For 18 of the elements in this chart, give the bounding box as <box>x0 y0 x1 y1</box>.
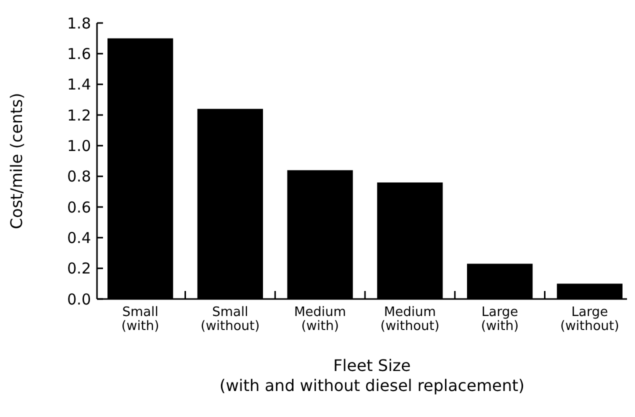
y-tick-label: 0.2 <box>67 260 91 278</box>
y-tick-label: 1.6 <box>67 44 91 63</box>
x-tick-label: Medium (with) <box>294 305 346 334</box>
y-tick-label: 1.2 <box>67 106 91 124</box>
y-tick-label: 1.0 <box>67 136 91 155</box>
y-tick-label: 0.8 <box>67 168 91 186</box>
y-tick-label: 0.0 <box>67 290 91 308</box>
x-tick-label: Small (with) <box>121 305 160 334</box>
y-tick-label: 0.4 <box>67 228 91 247</box>
y-tick-label: 1.4 <box>67 76 91 94</box>
x-tick-label: Small (without) <box>200 305 260 334</box>
y-tick-label: 1.8 <box>67 14 91 32</box>
y-tick-label: 0.6 <box>67 198 91 216</box>
x-tick-label: Large (without) <box>560 305 620 334</box>
x-axis-title: Fleet Size (with and without diesel replacement) <box>219 356 525 395</box>
x-tick-label: Medium (without) <box>380 305 440 334</box>
y-axis-title: Cost/mile (cents) <box>7 92 26 230</box>
x-tick-label: Large (with) <box>480 305 519 334</box>
